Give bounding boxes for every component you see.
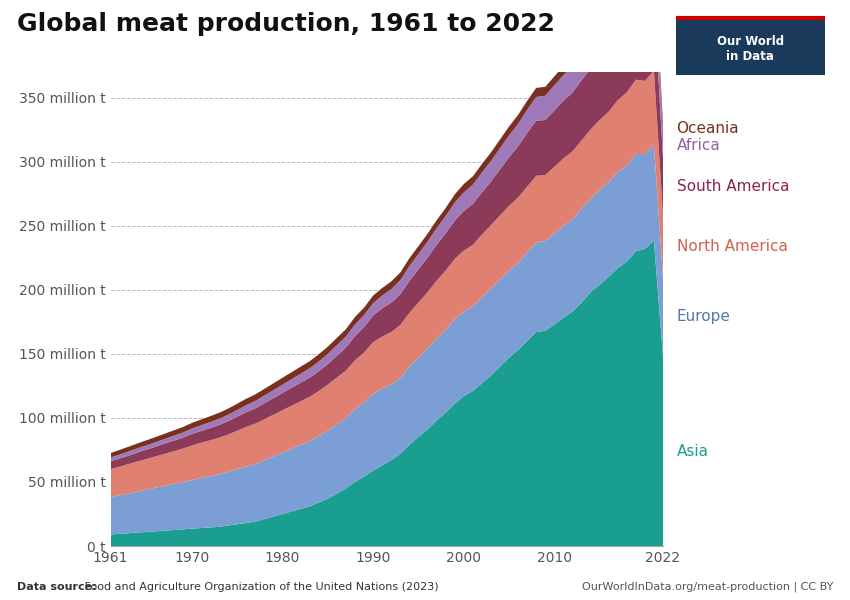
Text: OurWorldInData.org/meat-production | CC BY: OurWorldInData.org/meat-production | CC … [581,582,833,592]
Text: Asia: Asia [677,444,709,458]
Text: Our World
in Data: Our World in Data [717,35,784,64]
Text: Oceania: Oceania [677,121,740,136]
Text: South America: South America [677,179,789,194]
Text: North America: North America [677,239,787,254]
Text: Food and Agriculture Organization of the United Nations (2023): Food and Agriculture Organization of the… [81,582,439,592]
Text: Data source:: Data source: [17,582,97,592]
Text: Europe: Europe [677,309,730,324]
Text: Global meat production, 1961 to 2022: Global meat production, 1961 to 2022 [17,12,555,36]
Text: Africa: Africa [677,137,720,152]
